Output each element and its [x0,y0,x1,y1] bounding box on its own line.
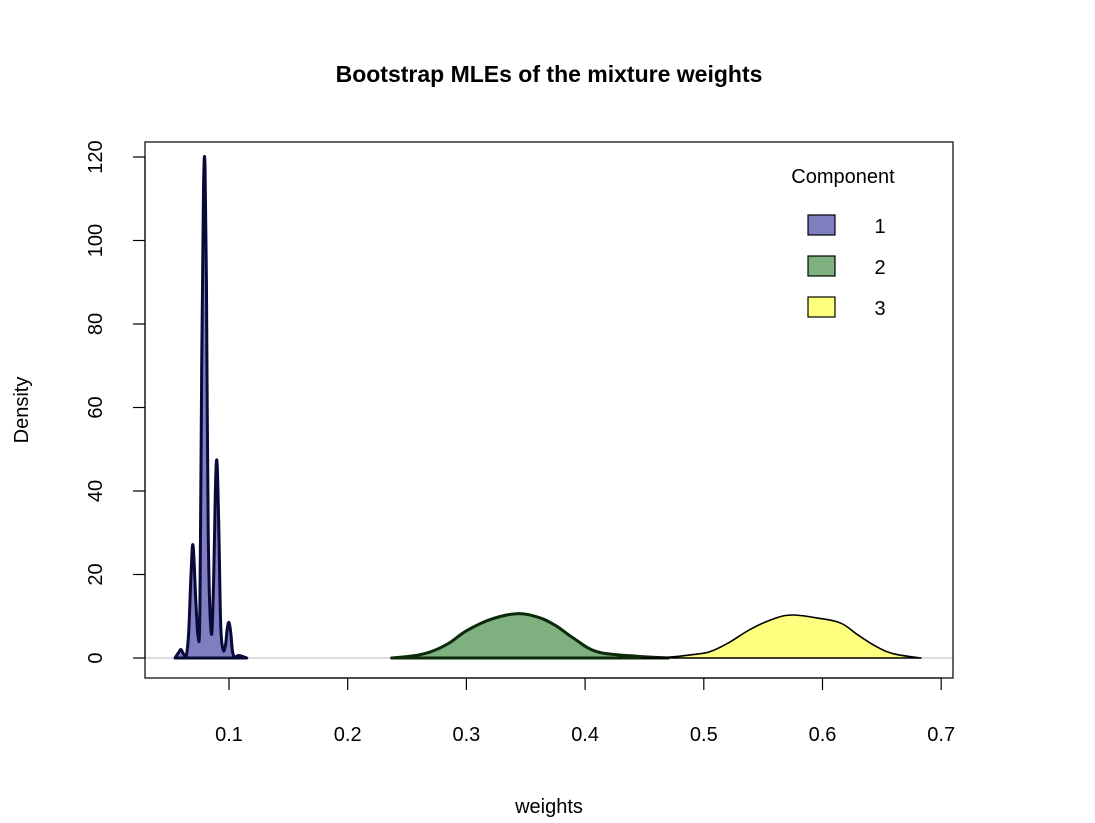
density-fill-component-1 [174,156,247,658]
density-curve-component-3 [641,614,922,659]
legend-swatch-2 [807,255,836,277]
x-tick-label: 0.5 [690,724,718,746]
x-tick-label: 0.4 [571,724,599,746]
y-tick-label: 0 [85,652,107,663]
y-tick-label: 60 [85,396,107,418]
x-axis-label: weights [514,796,583,818]
x-tick-label: 0.6 [809,724,837,746]
density-curve-component-2 [390,612,670,660]
legend-title: Component [791,166,895,188]
density-curve-component-1 [173,154,249,660]
legend-label-3: 3 [874,298,885,320]
y-tick-label: 100 [85,224,107,257]
legend: Component 1 2 3 [791,166,895,320]
x-tick-label: 0.3 [452,724,480,746]
y-axis-label: Density [11,377,33,444]
legend-swatch-1 [807,214,836,236]
density-fill-component-3 [642,614,922,658]
y-tick-label: 120 [85,140,107,173]
legend-swatch-3 [807,296,836,318]
plot-area [145,154,953,660]
density-fill-component-2 [391,613,669,658]
y-tick-label: 20 [85,563,107,585]
x-axis: 0.1 0.2 0.3 0.4 0.5 0.6 0.7 [215,677,955,746]
x-tick-label: 0.2 [334,724,362,746]
chart-title: Bootstrap MLEs of the mixture weights [336,61,763,87]
y-tick-label: 40 [85,480,107,502]
x-tick-label: 0.1 [215,724,243,746]
y-tick-label: 80 [85,313,107,335]
legend-label-1: 1 [874,216,885,238]
x-tick-label: 0.7 [927,724,955,746]
legend-label-2: 2 [874,257,885,279]
y-axis: 0 20 40 60 80 100 120 [85,140,146,664]
